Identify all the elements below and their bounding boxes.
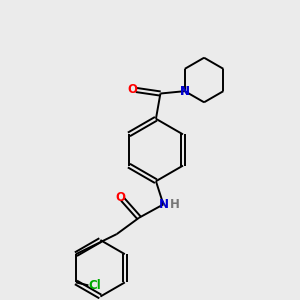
Text: H: H — [170, 198, 180, 211]
Text: N: N — [159, 199, 169, 212]
Text: N: N — [180, 85, 190, 98]
Text: N: N — [180, 85, 190, 98]
Text: Cl: Cl — [89, 279, 102, 292]
Text: O: O — [128, 83, 137, 96]
Text: O: O — [115, 191, 125, 204]
